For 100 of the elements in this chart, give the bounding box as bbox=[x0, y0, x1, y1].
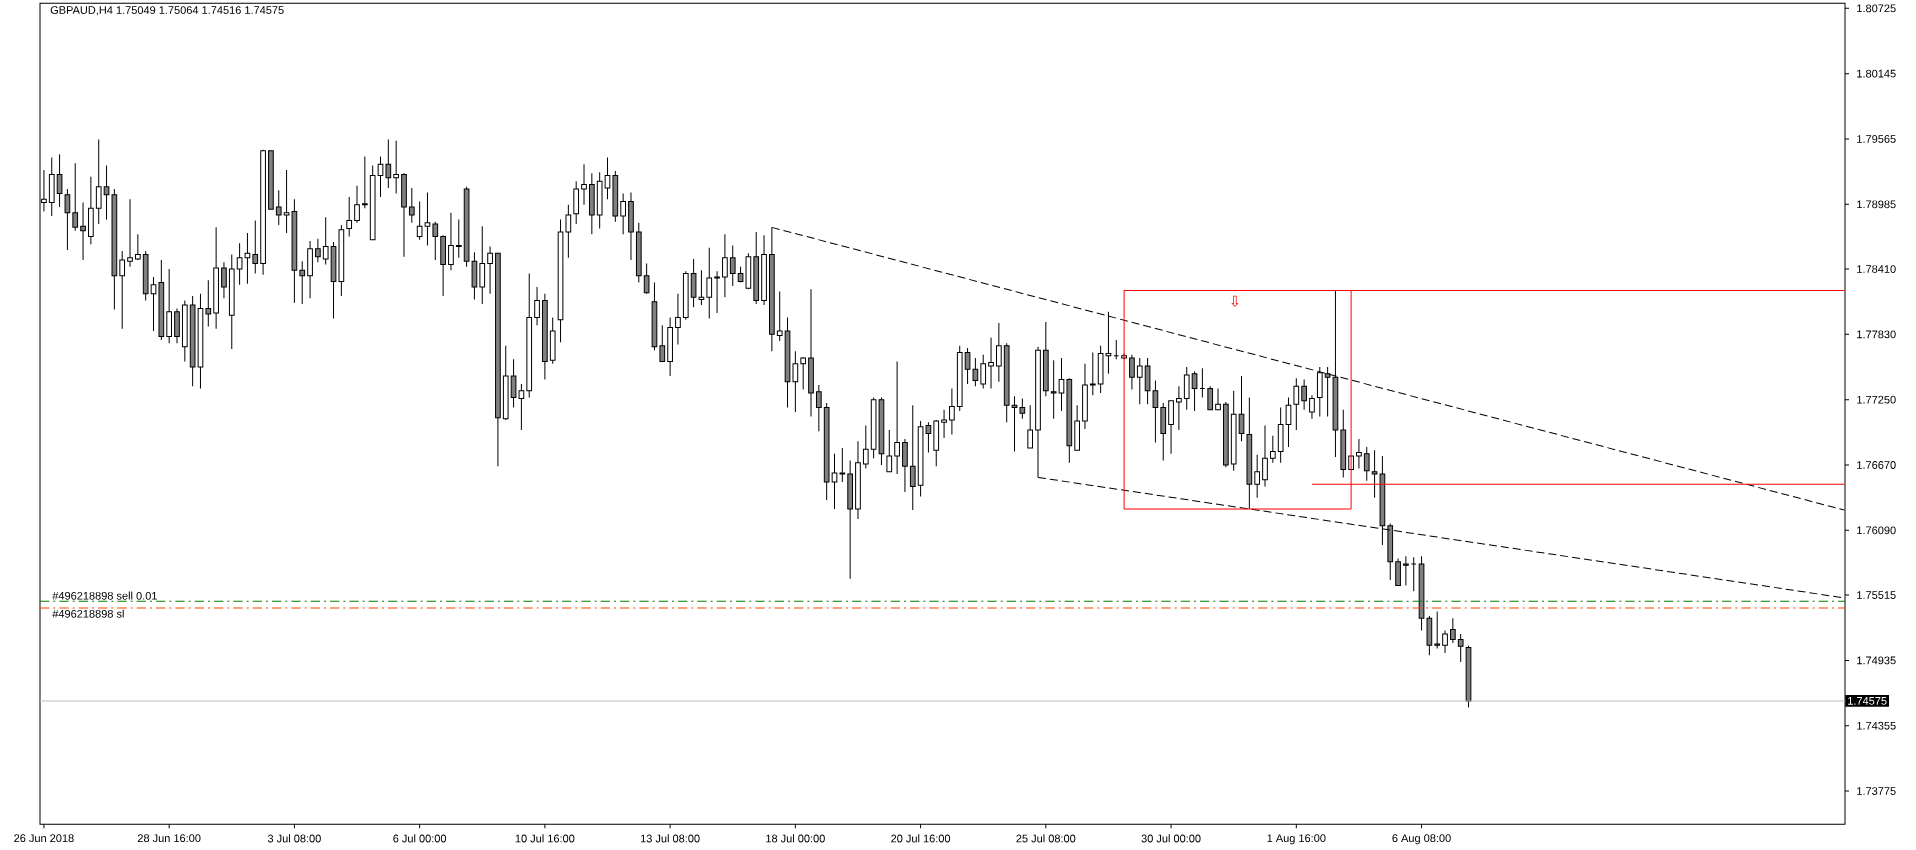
candlestick bbox=[815, 384, 822, 432]
candlestick bbox=[675, 293, 681, 345]
candlestick bbox=[56, 153, 63, 208]
candlestick bbox=[315, 238, 321, 263]
ref-line-label: #496218898 sl bbox=[52, 609, 124, 618]
candlestick bbox=[1089, 351, 1096, 396]
candlestick bbox=[1136, 357, 1143, 405]
x-tick-label: 25 Jul 08:00 bbox=[1016, 834, 1076, 843]
candlestick bbox=[949, 387, 955, 435]
candlestick bbox=[1356, 438, 1362, 469]
candlestick bbox=[909, 404, 916, 511]
candlestick bbox=[64, 188, 71, 251]
candlestick bbox=[1442, 629, 1448, 654]
x-tick-label: 20 Jul 16:00 bbox=[891, 834, 951, 843]
x-tick-label: 10 Jul 16:00 bbox=[515, 834, 575, 843]
candlestick bbox=[1238, 375, 1245, 442]
x-tick-label: 26 Jun 2018 bbox=[14, 834, 74, 842]
x-tick-label: 3 Jul 08:00 bbox=[267, 834, 321, 843]
candlestick bbox=[620, 192, 626, 235]
y-tick-label: 1.78985 bbox=[1857, 200, 1896, 209]
candlestick bbox=[385, 138, 392, 189]
candlestick bbox=[361, 155, 368, 209]
candlestick bbox=[534, 286, 540, 326]
candlestick bbox=[1410, 556, 1417, 592]
candlestick bbox=[886, 429, 893, 473]
x-tick-label: 1 Aug 16:00 bbox=[1267, 834, 1326, 845]
candlestick bbox=[1254, 454, 1261, 499]
candlestick bbox=[776, 290, 783, 342]
candlestick bbox=[1363, 446, 1370, 482]
x-tick-label: 6 Aug 08:00 bbox=[1392, 834, 1451, 845]
candlestick bbox=[487, 245, 493, 295]
candlestick bbox=[894, 360, 900, 475]
y-tick-label: 1.74935 bbox=[1857, 656, 1896, 665]
candlestick bbox=[393, 140, 399, 194]
candlestick bbox=[1403, 555, 1409, 586]
candlestick bbox=[455, 218, 462, 259]
candlestick bbox=[722, 233, 728, 298]
x-tick-label: 30 Jul 00:00 bbox=[1141, 834, 1201, 843]
candlestick bbox=[322, 216, 329, 265]
x-tick-label: 18 Jul 00:00 bbox=[766, 834, 825, 843]
candlestick bbox=[205, 279, 212, 327]
candlestick bbox=[1457, 633, 1464, 663]
x-tick-label: 13 Jul 08:00 bbox=[640, 834, 700, 843]
candlestick bbox=[1129, 354, 1135, 390]
candlestick bbox=[980, 354, 987, 389]
y-tick-label: 1.77830 bbox=[1857, 330, 1896, 339]
y-tick-label: 1.80145 bbox=[1857, 69, 1896, 78]
candlestick bbox=[659, 324, 666, 362]
candlestick bbox=[80, 201, 86, 261]
candlestick bbox=[252, 219, 259, 274]
candlestick bbox=[432, 221, 439, 261]
candlestick bbox=[448, 212, 454, 271]
chart-title: GBPAUD,H4 1.75049 1.75064 1.74516 1.74575 bbox=[50, 6, 284, 16]
candlestick bbox=[1293, 377, 1300, 431]
candlestick bbox=[862, 424, 869, 469]
candlestick bbox=[1269, 435, 1276, 464]
candlestick bbox=[1168, 400, 1174, 455]
x-tick-label: 6 Jul 00:00 bbox=[393, 834, 447, 843]
candlestick bbox=[988, 337, 994, 389]
ref-line-label: #496218898 sell 0.01 bbox=[52, 591, 157, 600]
candlestick bbox=[408, 187, 415, 224]
candlestick bbox=[354, 185, 360, 224]
y-tick-label: 1.75515 bbox=[1857, 591, 1896, 599]
y-tick-label: 1.76090 bbox=[1857, 526, 1896, 535]
candlestick bbox=[1395, 557, 1401, 586]
candlestick bbox=[706, 247, 713, 319]
y-tick-label: 1.76670 bbox=[1857, 460, 1896, 469]
candlestick bbox=[346, 196, 353, 237]
candlestick bbox=[1183, 366, 1190, 411]
candlestick bbox=[941, 409, 947, 439]
candlestick bbox=[729, 244, 736, 287]
candlestick bbox=[839, 447, 846, 483]
candlestick bbox=[1301, 378, 1307, 411]
y-tick-label: 1.80725 bbox=[1857, 4, 1896, 13]
candlestick bbox=[1027, 404, 1034, 449]
candlestick bbox=[1176, 385, 1182, 431]
y-tick-label: 1.73775 bbox=[1857, 787, 1896, 795]
y-tick-label: 1.77250 bbox=[1857, 395, 1896, 404]
x-tick-label: 28 Jun 16:00 bbox=[137, 834, 201, 842]
candlestick bbox=[996, 322, 1002, 383]
y-tick-label: 1.79565 bbox=[1857, 134, 1896, 143]
candlestick bbox=[1215, 387, 1221, 411]
candlestick bbox=[581, 163, 587, 206]
candlestick bbox=[127, 198, 133, 268]
ref-line-label: 1.74575 bbox=[1848, 696, 1887, 705]
candlestick bbox=[72, 162, 79, 232]
candlestick bbox=[95, 138, 102, 225]
candlestick bbox=[714, 270, 720, 314]
candlestick bbox=[800, 356, 807, 390]
candlestick bbox=[479, 225, 486, 305]
y-tick-label: 1.74355 bbox=[1857, 721, 1896, 730]
candlestick bbox=[135, 233, 141, 261]
candlestick bbox=[902, 438, 908, 493]
candlestick bbox=[1207, 385, 1214, 411]
candlestick bbox=[299, 260, 306, 305]
candlestick bbox=[1434, 610, 1441, 649]
y-tick-label: 1.78410 bbox=[1857, 265, 1896, 273]
candlestick bbox=[275, 189, 282, 226]
candlestick bbox=[119, 250, 126, 330]
candlestick bbox=[221, 261, 227, 299]
